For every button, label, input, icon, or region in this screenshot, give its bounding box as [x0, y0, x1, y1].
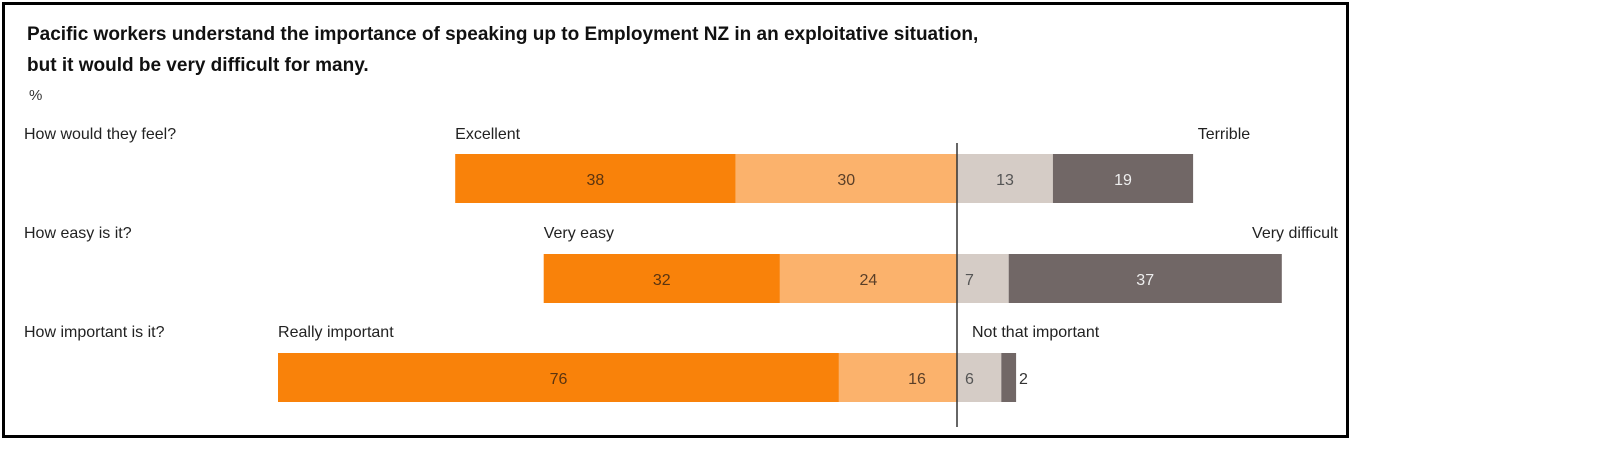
chart-title: Pacific workers understand the importanc… [27, 19, 978, 81]
unit-label: % [29, 87, 43, 104]
bar-segment [735, 154, 957, 203]
bar-value-label: 37 [1136, 272, 1154, 289]
row-question-label: How easy is it? [24, 225, 132, 242]
bar-value-label: 2 [1019, 371, 1028, 388]
chart-title-line-2: but it would be very difficult for many. [27, 55, 369, 76]
bar-value-label: 16 [908, 371, 926, 388]
positive-pole-label: Very easy [544, 225, 614, 242]
bar-value-label: 19 [1114, 172, 1132, 189]
negative-pole-label: Not that important [972, 324, 1100, 341]
negative-pole-label: Very difficult [1252, 225, 1339, 242]
bar-segment [1008, 254, 1282, 303]
positive-pole-label: Excellent [455, 126, 520, 143]
bar-value-label: 13 [996, 172, 1014, 189]
negative-pole-label: Terrible [1198, 126, 1251, 143]
bar-value-label: 38 [587, 172, 605, 189]
bar-segment [455, 154, 736, 203]
bar-segment [1001, 353, 1017, 402]
row-question-label: How important is it? [24, 324, 165, 341]
bar-segment [957, 254, 1009, 303]
bar-segment [957, 154, 1053, 203]
bar-segment [779, 254, 957, 303]
chart-title-line-1: Pacific workers understand the importanc… [27, 24, 979, 45]
bar-value-label: 30 [837, 172, 855, 189]
bar-segment [838, 353, 957, 402]
row-question-label: How would they feel? [24, 126, 176, 143]
bar-segment [1052, 154, 1194, 203]
bar-segment [278, 353, 839, 402]
bar-value-label: 6 [965, 371, 974, 388]
bar-value-label: 32 [653, 272, 671, 289]
bar-segment [957, 353, 1002, 402]
positive-pole-label: Really important [278, 324, 394, 341]
bar-segment [543, 254, 780, 303]
bar-value-label: 76 [550, 371, 568, 388]
bar-value-label: 24 [860, 272, 878, 289]
bar-value-label: 7 [965, 272, 974, 289]
